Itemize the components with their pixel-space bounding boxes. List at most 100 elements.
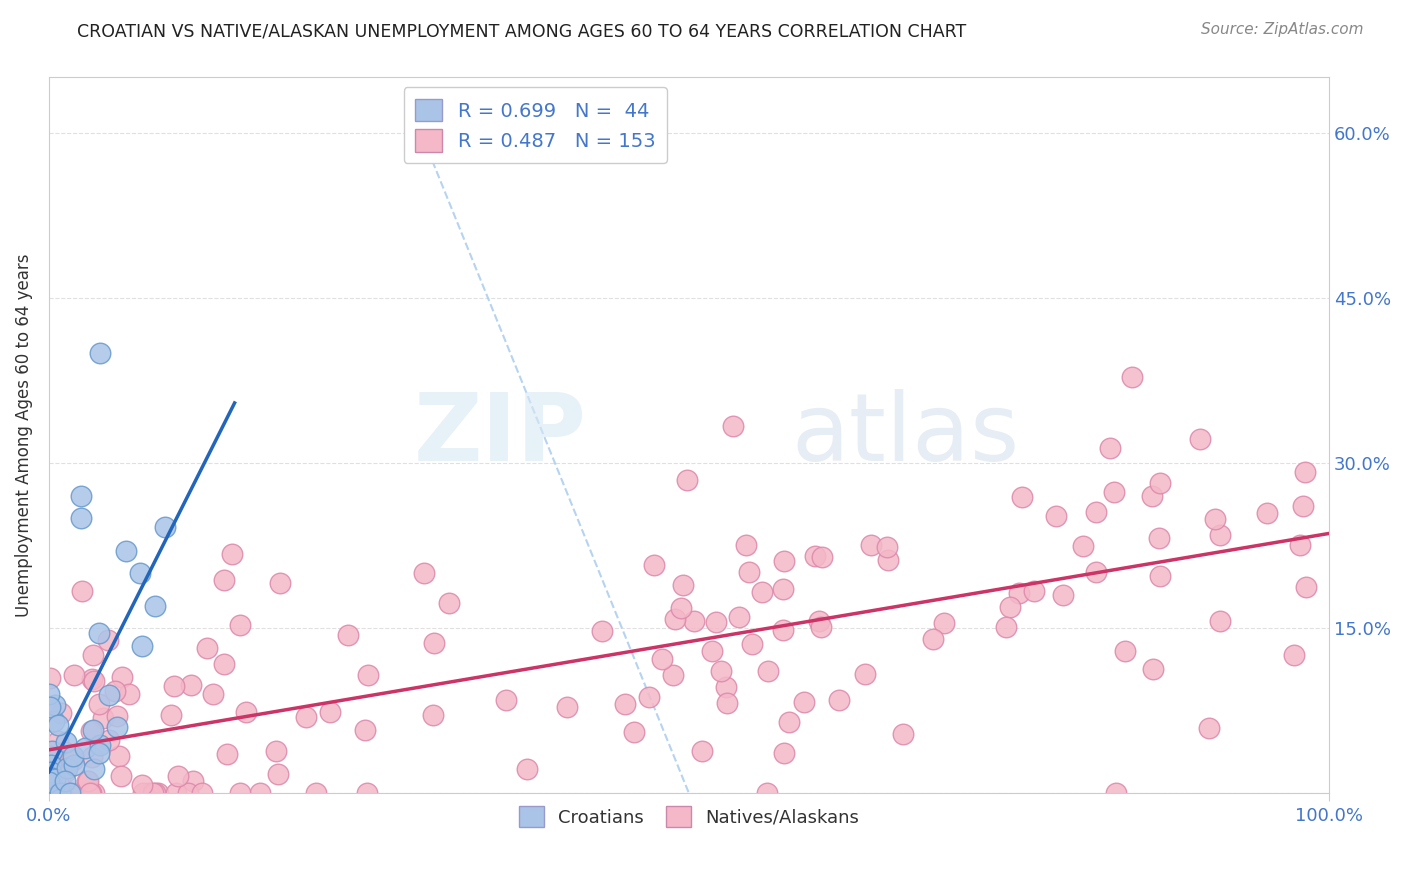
Point (87, 697, 110, 711)
Point (437, 596, 460, 610)
Point (97, 633, 120, 648)
Point (1121, 370, 1143, 384)
Point (756, 664, 779, 678)
Point (93, 711, 115, 725)
Point (44, 764, 66, 779)
Point (89, 738, 111, 752)
Point (998, 600, 1021, 615)
Point (773, 553, 796, 567)
Point (793, 696, 815, 710)
Point (860, 538, 883, 552)
Point (39, 772, 62, 786)
Point (39, 758, 62, 772)
Point (49, 786, 72, 800)
Point (142, 786, 165, 800)
Point (181, 773, 204, 788)
Point (79, 786, 101, 800)
Point (1024, 583, 1046, 598)
Point (714, 680, 737, 694)
Point (1204, 512, 1226, 526)
Point (59, 786, 82, 800)
Point (180, 678, 202, 692)
Point (44, 698, 66, 712)
Point (734, 538, 756, 552)
Point (76, 773, 98, 788)
Point (1011, 490, 1033, 504)
Point (48, 778, 70, 792)
Point (336, 628, 359, 642)
Point (495, 693, 517, 707)
Point (103, 684, 125, 698)
Point (704, 615, 727, 630)
Point (727, 610, 749, 624)
Point (83, 762, 105, 776)
Point (98, 733, 121, 747)
Point (60, 753, 83, 767)
Point (357, 667, 380, 681)
Point (266, 744, 288, 758)
Point (741, 637, 763, 651)
Legend: Croatians, Natives/Alaskans: Croatians, Natives/Alaskans (512, 799, 866, 834)
Point (87, 747, 110, 761)
Point (38, 786, 60, 800)
Point (305, 786, 328, 800)
Point (44, 786, 66, 800)
Point (356, 786, 378, 800)
Point (49, 775, 72, 789)
Point (1292, 500, 1315, 514)
Point (41, 744, 63, 758)
Point (62, 749, 84, 764)
Point (876, 540, 898, 554)
Point (354, 723, 377, 738)
Point (195, 640, 218, 655)
Point (38, 775, 60, 789)
Point (1114, 644, 1136, 658)
Point (44, 772, 66, 786)
Point (1098, 441, 1121, 455)
Point (555, 700, 578, 714)
Point (1045, 508, 1067, 523)
Point (53, 745, 76, 759)
Point (249, 786, 271, 800)
Point (1084, 505, 1107, 519)
Point (229, 618, 252, 632)
Point (83, 673, 105, 688)
Point (55, 735, 77, 749)
Point (932, 616, 955, 631)
Point (39, 748, 62, 763)
Point (63, 668, 86, 682)
Point (1085, 566, 1108, 580)
Point (716, 697, 738, 711)
Point (148, 786, 170, 800)
Point (70, 489, 93, 503)
Point (1140, 489, 1163, 503)
Point (1149, 475, 1171, 490)
Point (131, 639, 153, 653)
Point (143, 599, 166, 613)
Point (810, 620, 832, 634)
Point (995, 620, 1018, 634)
Point (38, 786, 60, 800)
Point (46, 733, 69, 747)
Point (221, 547, 243, 561)
Point (891, 727, 914, 741)
Point (41, 771, 63, 785)
Point (38, 786, 60, 800)
Point (669, 600, 692, 615)
Point (810, 549, 832, 564)
Point (73, 741, 96, 756)
Point (70, 511, 93, 525)
Point (591, 624, 613, 638)
Point (738, 565, 761, 579)
Point (42, 777, 65, 791)
Point (721, 419, 744, 434)
Point (1294, 465, 1316, 479)
Point (89, 346, 111, 360)
Point (643, 558, 665, 573)
Point (41, 786, 63, 800)
Point (702, 643, 724, 657)
Point (235, 705, 257, 719)
Point (676, 473, 699, 487)
Point (167, 769, 190, 783)
Point (664, 612, 686, 626)
